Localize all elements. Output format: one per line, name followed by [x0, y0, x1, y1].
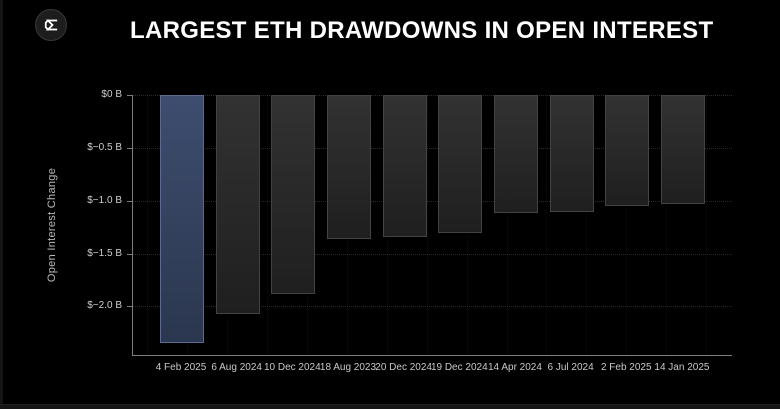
bar-6-aug-2024[interactable] [215, 95, 260, 314]
y-tick-label: $−1.0 B [87, 194, 122, 206]
y-axis-title: Open Interest Change [46, 167, 58, 283]
left-edge-strip [0, 0, 3, 409]
v-gridline [147, 95, 149, 355]
plot-area[interactable] [132, 95, 732, 356]
chart-title: LARGEST ETH DRAWDOWNS IN OPEN INTEREST [130, 17, 714, 44]
y-tick-label: $−2.0 B [87, 300, 122, 312]
bar-14-apr-2024[interactable] [493, 95, 538, 213]
v-gridline [546, 95, 548, 355]
y-tick-label: $−0.5 B [87, 141, 122, 153]
x-tick-label: 20 Dec 2024 [375, 362, 432, 373]
y-tick-mark [127, 253, 132, 255]
bottom-edge-strip [0, 404, 780, 409]
v-gridline [506, 95, 508, 355]
y-tick-mark [127, 147, 132, 149]
v-gridline [267, 95, 269, 355]
x-tick-label: 2 Feb 2025 [600, 362, 652, 373]
v-gridline [626, 95, 628, 355]
h-gridline [133, 253, 732, 255]
bar-19-dec-2024[interactable] [438, 95, 483, 233]
h-gridline [133, 147, 732, 149]
y-tick-label: $0 B [101, 89, 122, 100]
bar-6-jul-2024[interactable] [549, 95, 594, 212]
v-gridline [666, 95, 668, 355]
y-tick-label: $−1.5 B [87, 247, 122, 259]
logo-button[interactable] [35, 9, 67, 41]
y-tick-mark [127, 200, 132, 202]
y-tick-mark [127, 306, 132, 308]
bar-2-feb-2025[interactable] [605, 95, 650, 206]
h-gridline [133, 200, 732, 202]
x-tick-label: 14 Apr 2024 [487, 362, 542, 373]
bar-14-jan-2025[interactable] [660, 95, 705, 204]
bar-4-feb-2025[interactable] [160, 95, 204, 343]
v-gridline [586, 95, 588, 355]
sigma-icon [44, 19, 58, 31]
x-tick-label: 14 Jan 2025 [654, 362, 710, 373]
x-tick-label: 19 Dec 2024 [430, 362, 488, 373]
bar-18-aug-2023[interactable] [326, 95, 371, 239]
h-gridline [133, 306, 732, 308]
v-gridline [706, 95, 707, 355]
bar-10-dec-2024[interactable] [271, 95, 316, 294]
x-tick-label: 6 Aug 2024 [211, 362, 262, 373]
x-tick-label: 6 Jul 2024 [547, 362, 594, 373]
bar-20-dec-2024[interactable] [382, 95, 427, 237]
x-tick-label: 4 Feb 2025 [155, 362, 207, 373]
h-gridline [133, 95, 732, 96]
v-gridline [426, 95, 428, 355]
x-tick-label: 18 Aug 2023 [319, 362, 377, 373]
x-tick-label: 10 Dec 2024 [263, 362, 321, 373]
y-tick-mark [127, 95, 132, 96]
